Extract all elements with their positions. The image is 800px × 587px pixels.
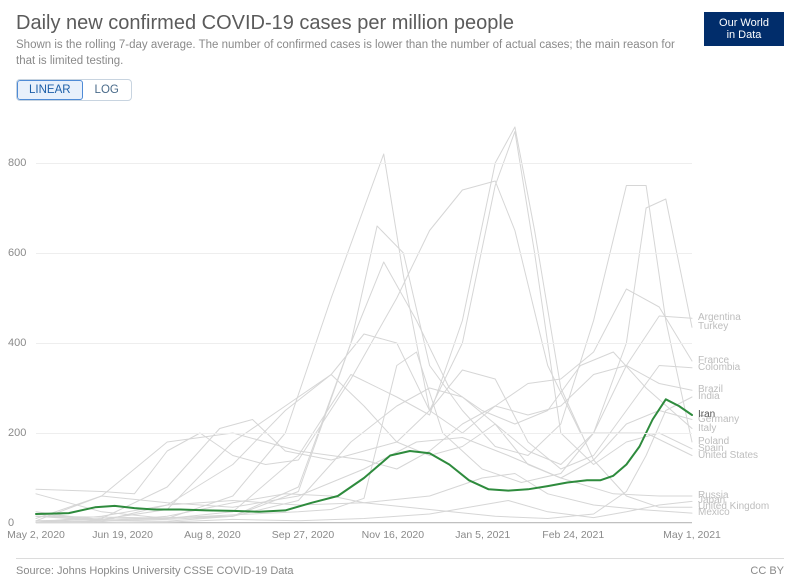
y-tick-label: 0 [8, 517, 14, 529]
series-label-united-states[interactable]: United States [698, 451, 758, 461]
y-tick-label: 200 [8, 427, 26, 439]
scale-log-button[interactable]: LOG [83, 80, 131, 100]
scale-toggle: LINEAR LOG [16, 79, 132, 101]
gridline [36, 433, 692, 434]
series-label-india[interactable]: India [698, 392, 720, 402]
plot-area: 0200400600800May 2, 2020Jun 19, 2020Aug … [36, 118, 692, 523]
header: Daily new confirmed COVID-19 cases per m… [16, 12, 784, 69]
series-label-turkey[interactable]: Turkey [698, 322, 728, 332]
gridline [36, 523, 692, 524]
series-label-mexico[interactable]: Mexico [698, 508, 730, 518]
owid-logo-line1: Our World [712, 17, 776, 29]
x-tick-label: Jun 19, 2020 [92, 529, 153, 541]
scale-linear-button[interactable]: LINEAR [17, 80, 83, 100]
x-tick-label: Jan 5, 2021 [455, 529, 510, 541]
x-tick-label: Sep 27, 2020 [272, 529, 334, 541]
footer: Source: Johns Hopkins University CSSE CO… [16, 558, 784, 577]
y-tick-label: 600 [8, 247, 26, 259]
source-text: Source: Johns Hopkins University CSSE CO… [16, 565, 294, 577]
x-tick-label: May 2, 2020 [7, 529, 65, 541]
series-label-italy[interactable]: Italy [698, 424, 716, 434]
x-tick-label: Aug 8, 2020 [184, 529, 241, 541]
chart-title: Daily new confirmed COVID-19 cases per m… [16, 12, 676, 35]
x-tick-label: May 1, 2021 [663, 529, 721, 541]
gridline [36, 253, 692, 254]
series-label-colombia[interactable]: Colombia [698, 363, 740, 373]
chart-subtitle: Shown is the rolling 7-day average. The … [16, 38, 676, 69]
license-text[interactable]: CC BY [750, 565, 784, 577]
owid-logo[interactable]: Our World in Data [704, 12, 784, 46]
header-text: Daily new confirmed COVID-19 cases per m… [16, 12, 676, 69]
chart-container: Daily new confirmed COVID-19 cases per m… [0, 0, 800, 587]
series-label-iran[interactable]: Iran [698, 410, 715, 420]
gridline [36, 163, 692, 164]
chart-svg [36, 118, 692, 523]
x-tick-label: Feb 24, 2021 [542, 529, 604, 541]
y-tick-label: 800 [8, 157, 26, 169]
x-tick-label: Nov 16, 2020 [362, 529, 424, 541]
gridline [36, 343, 692, 344]
owid-logo-line2: in Data [712, 29, 776, 41]
y-tick-label: 400 [8, 337, 26, 349]
